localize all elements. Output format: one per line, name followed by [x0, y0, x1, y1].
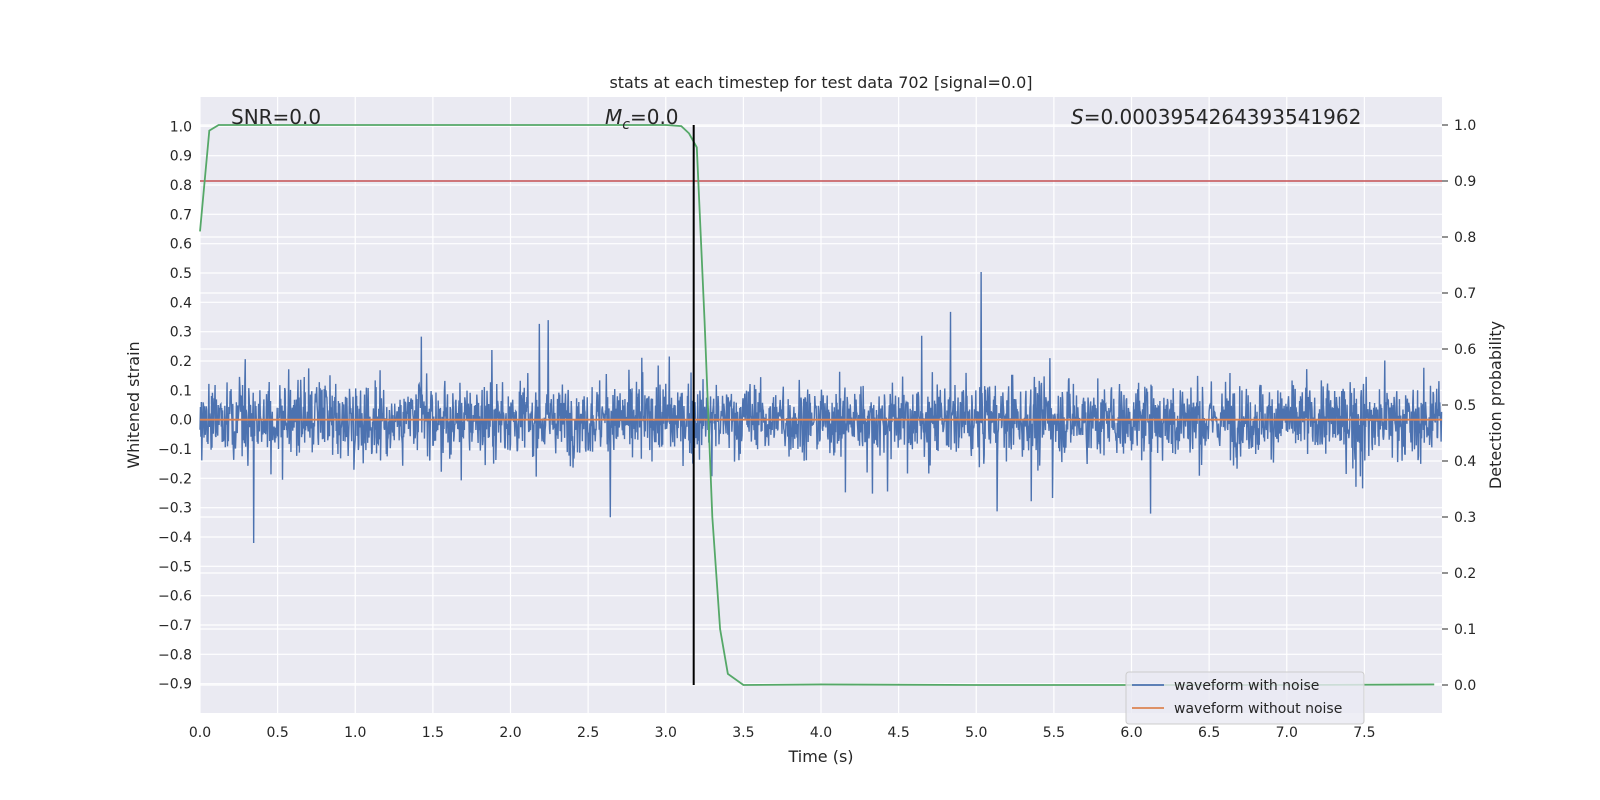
y-tick-label: −0.2: [158, 471, 192, 487]
x-tick-label: 1.5: [422, 725, 444, 741]
x-axis-ticks: 0.0 0.5 1.0 1.5 2.0 2.5 3.0 3.5 4.0 4.5 5.0 5.5 6.0 6…: [189, 725, 1376, 741]
y2-tick-label: 0.5: [1454, 398, 1476, 414]
y-tick-label: −0.7: [158, 618, 192, 634]
chirp-mass-subscript: c: [622, 117, 630, 133]
x-tick-label: 7.0: [1276, 725, 1298, 741]
x-tick-label: 4.0: [810, 725, 832, 741]
y2-axis-ticks: 1.0 0.9 0.8 0.7 0.6 0.5 0.4 0.3 0.2 0.1 0.0: [1442, 118, 1476, 694]
y-tick-label: −0.3: [158, 501, 192, 517]
y-tick-label: 0.2: [170, 354, 192, 370]
chirp-mass-value: =0.0: [630, 105, 679, 129]
significance-value: =0.0003954264393541962: [1084, 105, 1362, 129]
y-axis-ticks: 1.0 0.9 0.8 0.7 0.6 0.5 0.4 0.3 0.2 0.1 0.0 −0.1 −0.…: [158, 119, 192, 692]
y-tick-label: 0.9: [170, 149, 192, 165]
significance-symbol: S: [1071, 105, 1084, 129]
y-tick-label: −0.8: [158, 647, 192, 663]
x-tick-label: 6.5: [1198, 725, 1220, 741]
y-axis-label: Whitened strain: [124, 341, 143, 468]
y-tick-label: −0.5: [158, 559, 192, 575]
noise-trace: [199, 272, 1443, 543]
y2-axis-label: Detection probability: [1486, 321, 1505, 489]
significance-annotation: S=0.0003954264393541962: [1071, 105, 1361, 129]
x-tick-label: 3.5: [732, 725, 754, 741]
y-tick-label: 0.5: [170, 266, 192, 282]
y2-tick-label: 0.8: [1454, 230, 1476, 246]
series-waveform-with-noise: [199, 272, 1443, 543]
y-tick-label: −0.1: [158, 442, 192, 458]
y-tick-label: −0.4: [158, 530, 192, 546]
y2-tick-label: 1.0: [1454, 118, 1476, 134]
y-tick-label: 0.0: [170, 413, 192, 429]
x-tick-label: 0.0: [189, 725, 211, 741]
snr-annotation: SNR=0.0: [231, 105, 321, 129]
x-tick-label: 1.0: [344, 725, 366, 741]
x-tick-label: 5.0: [965, 725, 987, 741]
y-tick-label: 0.3: [170, 325, 192, 341]
x-tick-label: 6.0: [1120, 725, 1142, 741]
x-tick-label: 3.0: [655, 725, 677, 741]
legend: waveform with noise waveform without noi…: [1125, 671, 1365, 725]
y2-tick-label: 0.1: [1454, 622, 1476, 638]
y-tick-label: −0.9: [158, 677, 192, 693]
x-tick-label: 5.5: [1043, 725, 1065, 741]
chirp-mass-symbol: M: [605, 105, 622, 129]
y-tick-label: −0.6: [158, 589, 192, 605]
y2-tick-label: 0.6: [1454, 342, 1476, 358]
series-detection-probability: [199, 124, 1435, 686]
chirp-mass-annotation: Mc=0.0: [605, 105, 679, 133]
chart-title: stats at each timestep for test data 702…: [609, 73, 1032, 92]
y-tick-label: 0.7: [170, 207, 192, 223]
x-axis-label: Time (s): [787, 747, 853, 766]
legend-label-without-noise: waveform without noise: [1174, 701, 1342, 717]
y-tick-label: 0.8: [170, 178, 192, 194]
x-tick-label: 7.5: [1353, 725, 1375, 741]
y2-tick-label: 0.3: [1454, 510, 1476, 526]
x-tick-label: 4.5: [887, 725, 909, 741]
x-tick-label: 0.5: [266, 725, 288, 741]
y2-tick-label: 0.2: [1454, 566, 1476, 582]
y2-tick-label: 0.7: [1454, 286, 1476, 302]
x-tick-label: 2.5: [577, 725, 599, 741]
legend-label-with-noise: waveform with noise: [1174, 678, 1319, 694]
y-tick-label: 0.6: [170, 237, 192, 253]
y2-tick-label: 0.4: [1454, 454, 1476, 470]
y2-tick-label: 0.9: [1454, 174, 1476, 190]
y-tick-label: 0.4: [170, 295, 192, 311]
y-tick-label: 1.0: [170, 119, 192, 135]
y-tick-label: 0.1: [170, 383, 192, 399]
x-tick-label: 2.0: [499, 725, 521, 741]
y2-tick-label: 0.0: [1454, 678, 1476, 694]
legend-box: [1125, 671, 1365, 725]
